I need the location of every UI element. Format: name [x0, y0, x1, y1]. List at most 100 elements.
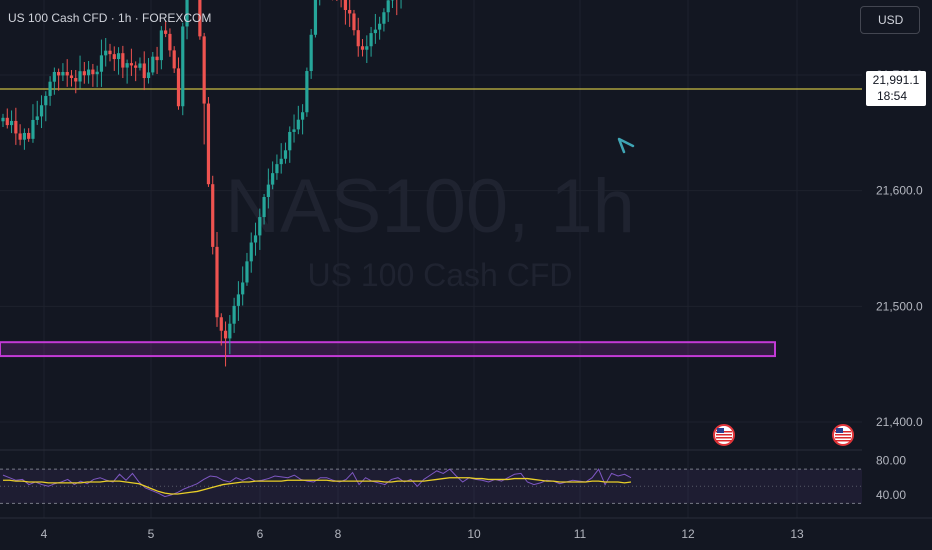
candle-down: [91, 69, 95, 75]
candle-up: [283, 150, 288, 159]
candle-up: [266, 184, 270, 198]
candle-down: [142, 63, 146, 79]
candle-up: [9, 120, 14, 126]
candle-down: [176, 68, 181, 107]
candle-up: [185, 0, 189, 27]
us-flag-event-icon[interactable]: [713, 424, 735, 446]
candle-down: [134, 65, 138, 68]
symbol-title[interactable]: US 100 Cash CFD · 1h · FOREXCOM: [8, 11, 212, 25]
candle-up: [232, 305, 236, 324]
candle-up: [99, 55, 104, 72]
candle-up: [31, 119, 35, 139]
chart-watermark: NAS100, 1h US 100 Cash CFD: [225, 164, 635, 293]
candle-down: [360, 46, 365, 50]
candle-up: [125, 63, 129, 68]
flag-canton: [836, 428, 843, 433]
candle-up: [22, 132, 26, 140]
candle-up: [301, 112, 305, 120]
support-zone: [0, 341, 776, 358]
watermark-symbol: NAS100, 1h: [225, 164, 635, 249]
candle-down: [215, 246, 219, 318]
candle-up: [288, 131, 292, 151]
price-tick-label: 21,500.0: [876, 299, 923, 313]
candle-up: [44, 95, 48, 106]
candle-down: [206, 103, 211, 185]
candles: [1, 0, 402, 367]
candle-up: [48, 81, 52, 96]
candle-down: [356, 30, 360, 47]
candle-down: [27, 132, 31, 139]
arrow-icon: [617, 137, 635, 154]
candle-up: [61, 71, 65, 76]
flag-stripe: [835, 434, 851, 436]
candle-down: [14, 120, 18, 134]
candle-up: [78, 71, 82, 82]
candle-up: [228, 323, 232, 339]
candle-down: [343, 0, 347, 10]
economic-events[interactable]: [713, 424, 854, 446]
candle-up: [271, 173, 275, 185]
rsi-pane: [0, 449, 932, 504]
candle-up: [373, 29, 377, 34]
us-flag-event-icon[interactable]: [832, 424, 854, 446]
time-axis[interactable]: 4 5 6 8 10 11 12 13: [0, 517, 932, 541]
time-tick-label: 5: [148, 527, 155, 541]
last-price-label: 21,991.1: [873, 73, 920, 87]
flag-stripe: [716, 434, 732, 436]
time-tick-label: 6: [257, 527, 264, 541]
candle-up: [386, 0, 390, 13]
candle-up: [138, 63, 142, 68]
candle-down: [202, 36, 206, 104]
candle-up: [159, 30, 163, 61]
candle-up: [279, 158, 283, 165]
candle-up: [292, 129, 296, 132]
candle-up: [378, 23, 382, 30]
candle-up: [365, 46, 369, 50]
candle-up: [151, 56, 155, 73]
candle-down: [164, 30, 168, 34]
candle-up: [305, 71, 309, 113]
candle-up: [39, 105, 44, 117]
candle-down: [69, 75, 74, 79]
candle-up: [1, 117, 5, 122]
candle-down: [18, 133, 22, 140]
candle-up: [95, 71, 99, 75]
candle-down: [112, 54, 116, 60]
candle-up: [35, 116, 39, 120]
candle-down: [172, 50, 176, 69]
currency-button[interactable]: USD: [860, 6, 920, 34]
last-price-box: [866, 71, 926, 106]
time-tick-label: 10: [467, 527, 481, 541]
candle-down: [65, 71, 69, 76]
candle-up: [236, 294, 240, 306]
annotations[interactable]: resistence: [407, 0, 635, 154]
candle-down: [108, 50, 112, 55]
candle-down: [155, 56, 159, 61]
candle-up: [116, 53, 121, 60]
candle-down: [129, 63, 133, 66]
candle-down: [5, 117, 9, 126]
rsi-tick-label: 80.00: [876, 454, 906, 468]
candle-up: [249, 242, 253, 262]
candle-up: [382, 12, 386, 24]
bar-countdown: 18:54: [877, 89, 907, 103]
candle-up: [253, 235, 258, 243]
support-zone-layer[interactable]: [0, 341, 776, 358]
horizontal-levels[interactable]: [0, 0, 862, 90]
price-axis[interactable]: 21,400.021,500.021,600.021,700.021,800.0…: [862, 0, 932, 518]
candle-down: [82, 71, 86, 76]
candle-up: [245, 261, 249, 283]
candle-up: [181, 26, 185, 107]
candle-up: [313, 0, 318, 35]
flag-stripe: [835, 437, 851, 439]
candle-up: [146, 72, 151, 79]
flag-stripe: [716, 437, 732, 439]
candle-up: [309, 34, 313, 72]
time-tick-label: 4: [41, 527, 48, 541]
watermark-description: US 100 Cash CFD: [308, 257, 573, 293]
price-tick-label: 21,600.0: [876, 184, 923, 198]
time-tick-label: 8: [335, 527, 342, 541]
rsi-ma-line: [3, 477, 632, 495]
candle-up: [241, 282, 245, 295]
